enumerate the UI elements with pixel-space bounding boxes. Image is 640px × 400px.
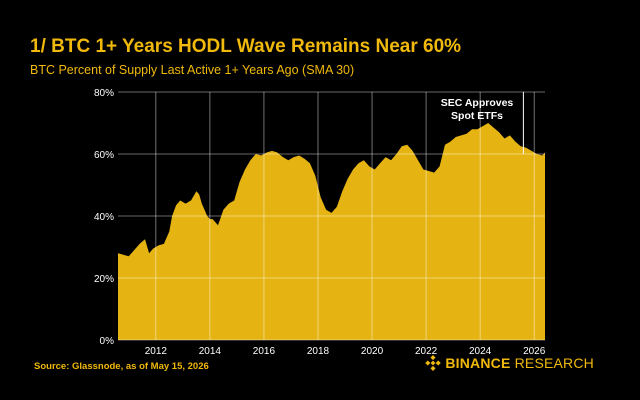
brand-bold: BINANCE xyxy=(445,355,511,371)
x-tick-label: 2026 xyxy=(523,346,546,357)
brand-name: BINANCE RESEARCH xyxy=(445,355,594,371)
x-tick-label: 2012 xyxy=(145,346,168,357)
binance-diamond-icon xyxy=(425,355,442,371)
x-tick-label: 2020 xyxy=(361,346,384,357)
page-title: 1/ BTC 1+ Years HODL Wave Remains Near 6… xyxy=(30,36,462,57)
y-tick-label: 40% xyxy=(94,212,114,223)
source-note: Source: Glassnode, as of May 15, 2026 xyxy=(34,361,209,372)
x-tick-label: 2018 xyxy=(307,346,330,357)
annotation-label-line2: Spot ETFs xyxy=(451,110,503,122)
x-tick-label: 2014 xyxy=(199,346,222,357)
y-tick-label: 80% xyxy=(94,88,114,99)
y-tick-label: 20% xyxy=(94,274,114,285)
y-tick-label: 0% xyxy=(100,336,115,347)
hodl-area-series xyxy=(118,123,545,340)
brand-logo: BINANCE RESEARCH xyxy=(425,355,594,371)
brand-light: RESEARCH xyxy=(514,355,594,371)
page-subtitle: BTC Percent of Supply Last Active 1+ Yea… xyxy=(30,63,355,77)
x-tick-label: 2024 xyxy=(469,346,492,357)
x-tick-label: 2016 xyxy=(253,346,276,357)
y-tick-label: 60% xyxy=(94,150,114,161)
annotation-label-line1: SEC Approves xyxy=(441,97,514,109)
x-tick-label: 2022 xyxy=(415,346,438,357)
